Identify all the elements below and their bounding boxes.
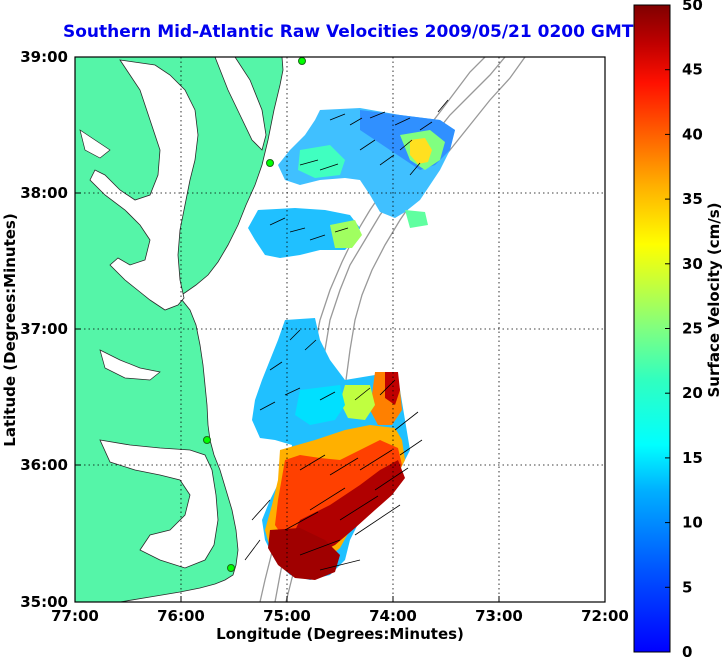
axis-ticks [75,192,500,602]
y-tick-label: 39:00 [20,48,68,66]
colorbar-label: Surface Velocity (cm/s) [705,202,723,397]
radar-station-marker [298,57,306,65]
velocity-arrows [244,99,449,571]
colorbar-tick-label: 50 [682,0,703,14]
radar-stations [203,57,306,572]
colorbar-tick-label: 45 [682,61,703,79]
colorbar-tick-label: 15 [682,449,703,467]
map-title: Southern Mid-Atlantic Raw Velocities 200… [63,22,634,42]
radar-station-marker [203,436,211,444]
colorbar-tick-label: 35 [682,190,703,208]
colorbar-tick-label: 40 [682,125,703,143]
pamlico-sound [99,439,219,569]
y-tick-label: 36:00 [20,456,68,474]
colorbar-tick-label: 0 [682,643,692,659]
colorbar-tick-label: 10 [682,514,703,532]
radar-station-marker [266,159,274,167]
colorbar-tick-label: 5 [682,578,692,596]
colorbar [633,4,671,653]
x-tick-label: 77:00 [51,607,99,625]
x-tick-label: 73:00 [475,607,523,625]
colorbar-tick-label: 30 [682,255,703,273]
y-axis-label: Latitude (Degrees:Minutes) [1,213,19,446]
colorbar-tick-label: 20 [682,384,703,402]
x-axis-label: Longitude (Degrees:Minutes) [216,625,464,643]
river-inlet [99,349,161,381]
y-tick-label: 38:00 [20,184,68,202]
y-tick-label: 35:00 [20,593,68,611]
colorbar-ticks: 0 5 10 15 20 25 30 35 40 45 50 [665,0,703,659]
y-tick-label: 37:00 [20,320,68,338]
x-tick-label: 72:00 [581,607,629,625]
river-inlet [79,129,111,159]
x-tick-label: 74:00 [369,607,417,625]
velocity-field [248,108,455,580]
x-tick-label: 76:00 [157,607,205,625]
grid-lines [75,57,605,602]
x-tick-label: 75:00 [263,607,311,625]
radar-station-marker [227,564,235,572]
colorbar-tick-label: 25 [682,320,703,338]
delaware-bay [214,57,267,151]
chesapeake-bay [89,59,199,311]
